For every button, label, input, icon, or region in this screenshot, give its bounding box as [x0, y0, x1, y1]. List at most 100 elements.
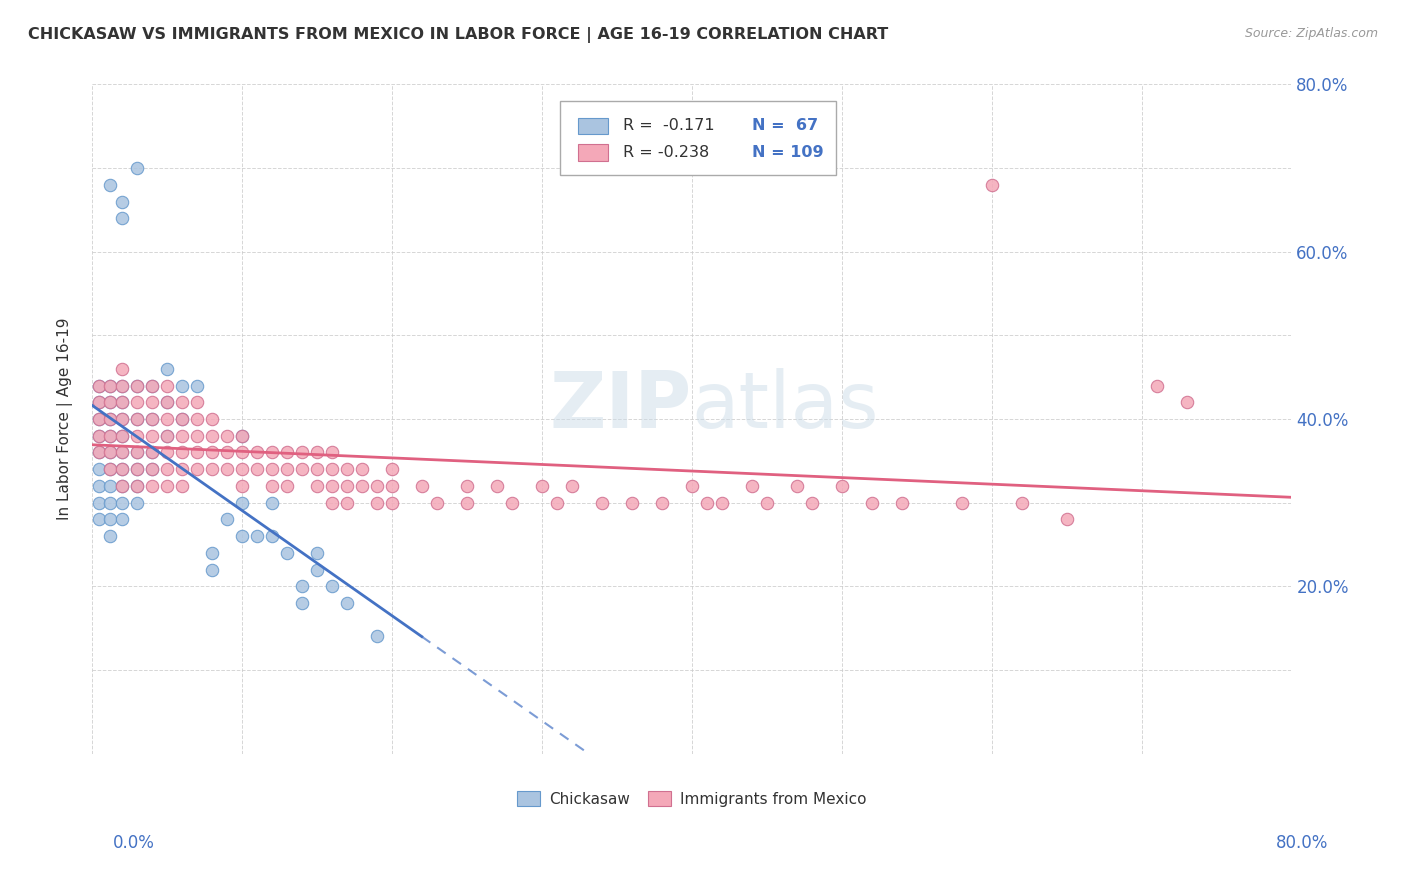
- FancyBboxPatch shape: [560, 101, 835, 175]
- Point: [156, 428, 179, 442]
- Point: [276, 445, 298, 459]
- Point: [111, 378, 134, 392]
- Point: [381, 495, 404, 509]
- Point: [111, 412, 134, 426]
- Point: [89, 479, 111, 493]
- Point: [336, 479, 359, 493]
- Point: [260, 495, 283, 509]
- Point: [125, 445, 148, 459]
- Bar: [578, 118, 607, 135]
- Point: [530, 479, 553, 493]
- Point: [710, 495, 733, 509]
- Point: [276, 479, 298, 493]
- Point: [141, 462, 163, 476]
- Point: [860, 495, 883, 509]
- Point: [231, 445, 253, 459]
- Point: [366, 479, 388, 493]
- Point: [98, 428, 121, 442]
- Point: [89, 395, 111, 409]
- Text: Source: ZipAtlas.com: Source: ZipAtlas.com: [1244, 27, 1378, 40]
- Point: [291, 596, 314, 610]
- Point: [89, 428, 111, 442]
- Point: [89, 462, 111, 476]
- Point: [186, 378, 208, 392]
- Bar: [578, 145, 607, 161]
- Legend: Chickasaw, Immigrants from Mexico: Chickasaw, Immigrants from Mexico: [510, 785, 873, 813]
- Point: [215, 445, 238, 459]
- Point: [89, 495, 111, 509]
- Point: [111, 428, 134, 442]
- Point: [170, 428, 193, 442]
- Point: [201, 562, 224, 576]
- Point: [170, 412, 193, 426]
- Point: [741, 479, 763, 493]
- Point: [98, 495, 121, 509]
- Point: [350, 479, 373, 493]
- Point: [291, 462, 314, 476]
- Point: [98, 395, 121, 409]
- Point: [215, 462, 238, 476]
- Point: [336, 495, 359, 509]
- Point: [305, 479, 328, 493]
- Point: [111, 479, 134, 493]
- Point: [156, 428, 179, 442]
- Point: [456, 479, 478, 493]
- Point: [125, 495, 148, 509]
- Point: [201, 445, 224, 459]
- Point: [260, 445, 283, 459]
- Point: [141, 428, 163, 442]
- Point: [98, 512, 121, 526]
- Point: [89, 445, 111, 459]
- Point: [485, 479, 508, 493]
- Point: [546, 495, 568, 509]
- Point: [170, 479, 193, 493]
- Point: [111, 428, 134, 442]
- Point: [620, 495, 643, 509]
- Point: [89, 395, 111, 409]
- Point: [231, 529, 253, 543]
- Point: [246, 462, 269, 476]
- Point: [156, 462, 179, 476]
- Point: [141, 378, 163, 392]
- Point: [98, 445, 121, 459]
- Point: [800, 495, 823, 509]
- Point: [98, 378, 121, 392]
- Point: [366, 629, 388, 643]
- Point: [1056, 512, 1078, 526]
- Point: [156, 445, 179, 459]
- Point: [111, 378, 134, 392]
- Point: [426, 495, 449, 509]
- Point: [125, 412, 148, 426]
- Point: [501, 495, 523, 509]
- Point: [156, 395, 179, 409]
- Point: [125, 428, 148, 442]
- Point: [170, 395, 193, 409]
- Point: [98, 479, 121, 493]
- Y-axis label: In Labor Force | Age 16-19: In Labor Force | Age 16-19: [58, 318, 73, 520]
- Text: N =  67: N = 67: [752, 119, 818, 134]
- Point: [125, 378, 148, 392]
- Point: [381, 462, 404, 476]
- Point: [111, 194, 134, 209]
- Point: [1175, 395, 1198, 409]
- Point: [696, 495, 718, 509]
- Point: [98, 395, 121, 409]
- Point: [201, 412, 224, 426]
- Point: [98, 428, 121, 442]
- Point: [591, 495, 613, 509]
- Point: [89, 378, 111, 392]
- Point: [156, 412, 179, 426]
- Point: [305, 546, 328, 560]
- Point: [305, 445, 328, 459]
- Point: [111, 211, 134, 226]
- Point: [125, 479, 148, 493]
- Point: [561, 479, 583, 493]
- Point: [98, 412, 121, 426]
- Point: [246, 529, 269, 543]
- Point: [156, 361, 179, 376]
- Point: [89, 412, 111, 426]
- Point: [456, 495, 478, 509]
- Point: [125, 412, 148, 426]
- Point: [201, 546, 224, 560]
- Point: [125, 445, 148, 459]
